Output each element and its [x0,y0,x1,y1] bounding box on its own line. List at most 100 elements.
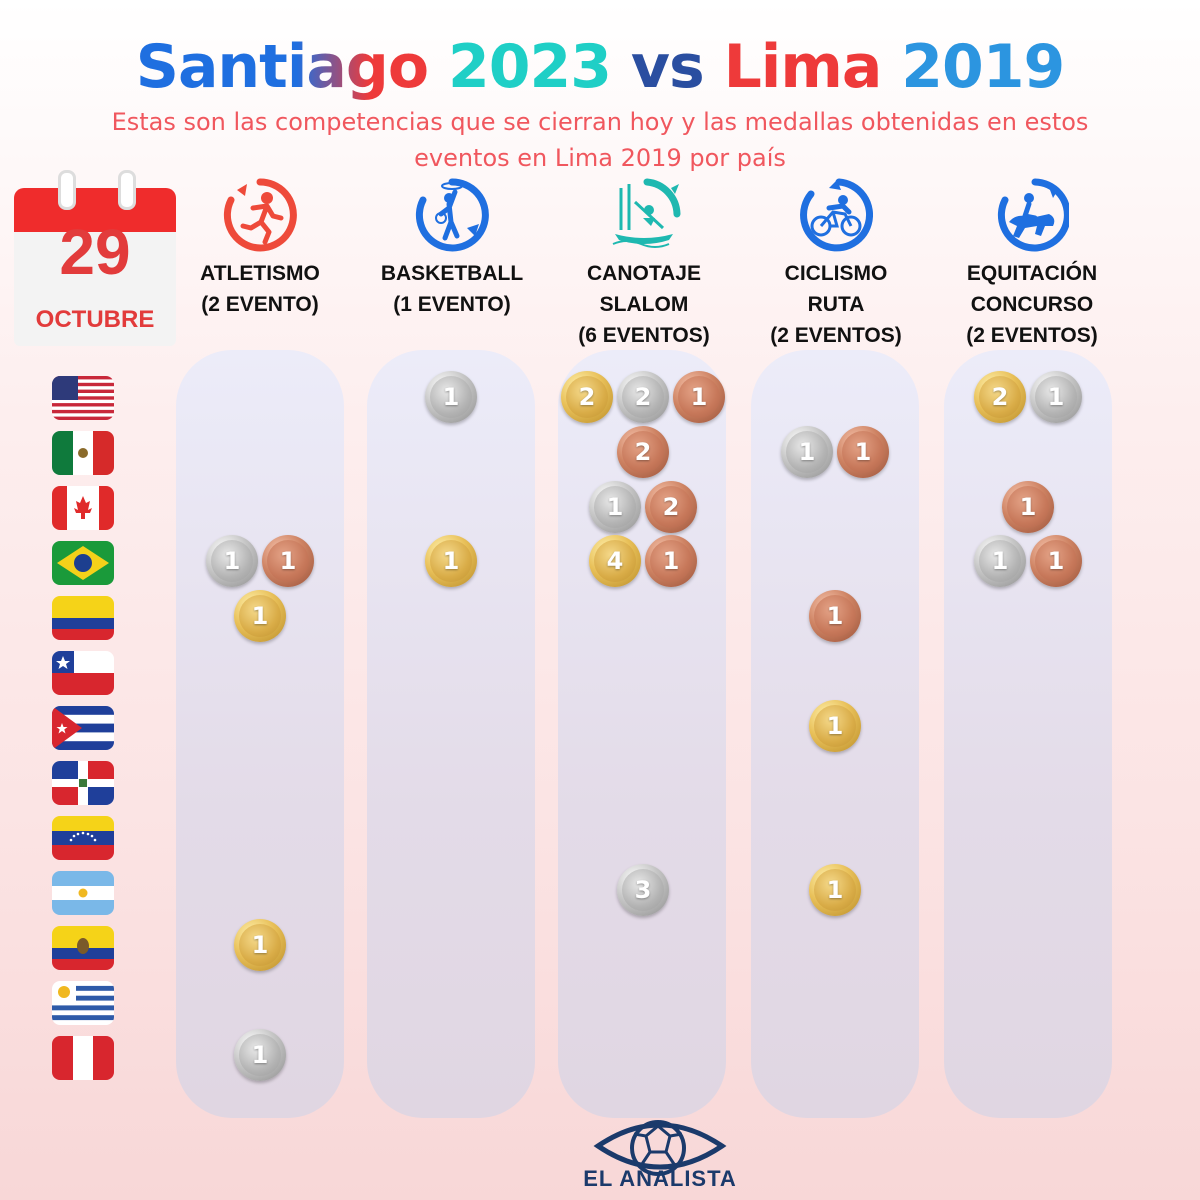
silver-medal-equitacion: 1 [1030,371,1082,423]
ecuador-flag [52,926,114,970]
silver-medal-canotaje: 2 [617,371,669,423]
bronze-medal-atletismo: 1 [262,535,314,588]
bronze-medal-canotaje: 1 [645,535,697,588]
title-lima: Lima [723,32,883,102]
calendar-day: 29 [59,216,131,288]
calendar-body [14,232,176,346]
mexico-flag [52,431,114,475]
bronze-medal-canotaje: 1 [673,371,725,423]
brazil-flag [52,541,114,585]
medal-count: 1 [786,430,828,473]
medal-count: 1 [1035,540,1077,583]
calendar-ring-right [118,170,136,210]
medal-count: 1 [430,540,472,583]
canoe-slalom-icon [612,178,681,248]
medal-count: 2 [622,376,664,418]
gold-medal-basketball: 1 [425,535,477,588]
sport-header-basketball: BASKETBALL (1 EVENTO) [357,178,547,320]
title-vs: vs [630,32,705,102]
gold-medal-ciclismo: 1 [809,699,861,752]
medal-count: 2 [650,485,692,528]
calendar-month: OCTUBRE [35,306,155,333]
calendar-header [14,188,176,232]
medal-count: 1 [814,595,856,638]
silver-medal-atletismo: 1 [234,1028,286,1081]
silver-medal-canotaje: 3 [617,864,669,917]
medal-count: 1 [1007,485,1049,528]
medal-count: 2 [979,376,1021,418]
sport-header-ciclismo: CICLISMO RUTA (2 EVENTOS) [741,178,931,351]
cycling-icon [800,178,873,252]
gold-medal-atletismo: 1 [234,919,286,971]
bronze-medal-canotaje: 2 [617,425,669,478]
argentina-flag [52,871,114,915]
sport-label-ciclismo: CICLISMO RUTA (2 EVENTOS) [770,262,902,347]
medal-count: 4 [594,540,636,583]
gold-medal-atletismo: 1 [234,590,286,643]
eye-ball-logo-icon [593,1120,727,1176]
silver-medal-basketball: 1 [425,371,477,423]
medal-count: 1 [239,924,281,966]
sport-label-basketball: BASKETBALL (1 EVENTO) [380,262,524,316]
column-basketball [367,350,535,1118]
page-title: Santiago 2023 vs Lima 2019 [0,22,1200,112]
silver-medal-canotaje: 1 [589,480,641,533]
column-canotaje [558,350,726,1118]
bronze-medal-equitacion: 1 [1002,480,1054,533]
bronze-medal-ciclismo: 1 [809,590,861,643]
column-atletismo [176,350,344,1118]
silver-medal-equitacion: 1 [974,535,1026,588]
peru-flag [52,1036,114,1080]
equestrian-icon [997,178,1069,252]
page-subtitle: Estas son las competencias que se cierra… [111,108,1089,172]
column-equitacion [944,350,1112,1118]
title-santiago: Santiago [135,32,429,102]
gold-medal-canotaje: 2 [561,371,613,423]
bronze-medal-ciclismo: 1 [837,425,889,478]
basketball-player-icon [415,178,489,252]
medal-count: 1 [430,376,472,418]
uruguay-flag [52,981,114,1025]
silver-medal-ciclismo: 1 [781,425,833,478]
venezuela-flag [52,816,114,860]
medal-count: 1 [211,540,253,583]
medal-count: 1 [1035,376,1077,418]
bronze-medal-equitacion: 1 [1030,535,1082,588]
gold-medal-canotaje: 4 [589,535,641,588]
sport-label-equitacion: EQUITACIÓN CONCURSO (2 EVENTOS) [966,262,1098,347]
medal-count: 1 [814,704,856,747]
gold-medal-equitacion: 2 [974,371,1026,423]
title-2023: 2023 [447,32,612,102]
athletics-runner-icon [223,178,297,252]
medal-count: 1 [650,540,692,583]
medal-count: 1 [979,540,1021,583]
logo-text: EL ANALISTA [583,1166,737,1191]
bronze-medal-canotaje: 2 [645,480,697,533]
medal-count: 3 [622,869,664,912]
canada-flag [52,486,114,530]
calendar-icon: 29 OCTUBRE [14,170,176,346]
medal-count: 1 [267,540,309,583]
usa-flag [52,376,114,420]
sport-header-canotaje: CANOTAJE SLALOM (6 EVENTOS) [549,178,739,351]
gold-medal-ciclismo: 1 [809,864,861,917]
calendar-ring-left [58,170,76,210]
cuba-flag [52,706,114,750]
dominican-republic-flag [52,761,114,805]
sport-label-canotaje: CANOTAJE SLALOM (6 EVENTOS) [578,262,710,347]
medal-count: 1 [239,595,281,638]
silver-medal-atletismo: 1 [206,535,258,588]
medal-count: 1 [239,1033,281,1076]
medal-count: 2 [566,376,608,418]
medal-count: 1 [678,376,720,418]
sport-header-equitacion: EQUITACIÓN CONCURSO (2 EVENTOS) [937,178,1127,351]
title-2019: 2019 [901,32,1065,102]
medal-count: 2 [622,430,664,473]
sport-header-atletismo: ATLETISMO (2 EVENTO) [165,178,355,320]
colombia-flag [52,596,114,640]
sport-label-atletismo: ATLETISMO (2 EVENTO) [200,262,320,316]
medal-count: 1 [814,869,856,912]
medal-count: 1 [594,485,636,528]
chile-flag [52,651,114,695]
medal-count: 1 [842,430,884,473]
